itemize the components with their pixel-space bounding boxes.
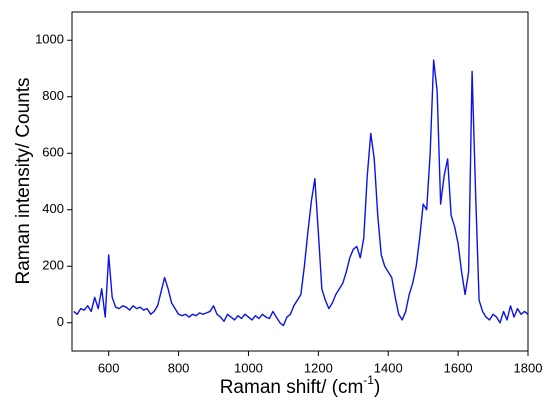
x-tick-label: 1600 (444, 360, 473, 375)
plot-frame (71, 11, 529, 352)
x-tick-label: 1200 (304, 360, 333, 375)
x-tick-label: 800 (168, 360, 190, 375)
y-axis-title: Raman intensity/ Counts (13, 78, 34, 285)
x-label-suffix: ) (374, 377, 380, 398)
y-tick-label: 400 (42, 201, 64, 216)
y-tick-label: 600 (42, 145, 64, 160)
x-tick-label: 1000 (234, 360, 263, 375)
y-tick-label: 800 (42, 88, 64, 103)
y-tick-label: 1000 (35, 32, 64, 47)
x-axis-title: Raman shift/ (cm-1) (220, 373, 381, 398)
x-tick-label: 1800 (514, 360, 543, 375)
y-tick-label: 200 (42, 258, 64, 273)
x-tick-label: 1400 (374, 360, 403, 375)
y-tick-label: 0 (57, 314, 64, 329)
x-label-sup: -1 (363, 373, 374, 387)
x-tick-label: 600 (98, 360, 120, 375)
spectrum-line (73, 59, 529, 327)
x-label-text: Raman shift/ (cm (220, 377, 364, 398)
